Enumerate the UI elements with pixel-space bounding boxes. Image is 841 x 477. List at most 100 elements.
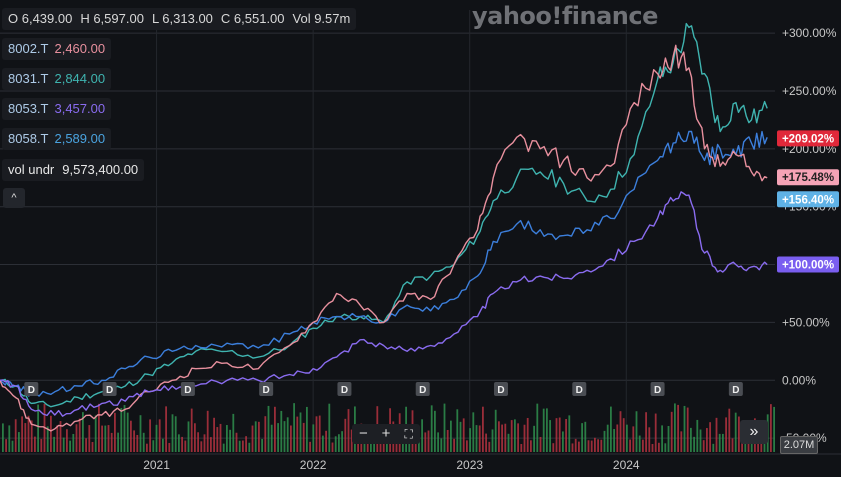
volume-bar (299, 412, 302, 452)
volume-bar (91, 441, 94, 452)
volume-bar (283, 421, 286, 452)
vol-undr-value: 9,573,400.00 (62, 162, 139, 177)
volume-bar (459, 421, 462, 452)
volume-bar (94, 415, 97, 452)
volume-bar (30, 420, 33, 452)
legend-item-8031[interactable]: 8031.T 2,844.00 (2, 68, 112, 90)
volume-bar (741, 443, 743, 452)
volume-bar (603, 430, 606, 452)
volume-bar (610, 406, 612, 452)
series-line-8002.T (0, 44, 768, 432)
volume-bar (226, 425, 228, 452)
volume-bar (478, 425, 481, 452)
volume-bar (82, 412, 84, 452)
volume-bar (571, 443, 574, 452)
volume-bar (357, 440, 359, 452)
last-value-badge: +156.40% (777, 191, 839, 208)
volume-bar (386, 438, 388, 452)
volume-bar (328, 403, 331, 452)
volume-bar (213, 417, 215, 452)
volume-bar (507, 433, 510, 452)
svg-text:D: D (341, 385, 348, 396)
volume-bar (194, 423, 196, 452)
fit-screen-button[interactable]: ⛶ (404, 427, 413, 441)
volume-bar (674, 403, 676, 452)
legend-item-8058[interactable]: 8058.T 2,589.00 (2, 128, 112, 150)
volume-bar (261, 438, 263, 452)
series-line-8053.T (0, 191, 768, 417)
x-tick-label: 2021 (143, 458, 170, 472)
zoom-in-button[interactable]: + (381, 425, 391, 442)
svg-text:D: D (654, 385, 661, 396)
vol-undr-label: vol undr (8, 162, 55, 177)
last-value-badges: +209.02% +175.48% +156.40% +100.00% (777, 130, 839, 273)
last-value-badge: +175.48% (777, 169, 839, 186)
volume-bar (8, 425, 11, 452)
volume-bar (747, 443, 750, 452)
legend-item-8053[interactable]: 8053.T 3,457.00 (2, 98, 112, 120)
chart-grid (0, 10, 775, 452)
volume-bar (722, 433, 724, 452)
volume-bar (101, 425, 103, 452)
dividend-marker: D (650, 382, 665, 396)
volume-bar (171, 414, 174, 452)
volume-bar (469, 428, 471, 452)
volume-bar (66, 429, 68, 452)
volume-bar (709, 422, 711, 452)
volume-bar (443, 403, 446, 452)
volume-bar (219, 423, 222, 452)
legend-symbol: 8002.T (8, 41, 49, 56)
volume-bar (178, 434, 180, 452)
volume-bar (85, 438, 87, 452)
volume-bar (338, 434, 340, 452)
volume-bar (210, 437, 212, 452)
volume-bar (21, 416, 23, 452)
zoom-out-button[interactable]: − (358, 425, 368, 442)
volume-bar (581, 423, 583, 452)
volume-bar (725, 417, 727, 452)
volume-bar (642, 439, 644, 452)
volume-bar (34, 436, 36, 452)
volume-bar (661, 425, 663, 452)
legend-symbol: 8031.T (8, 71, 49, 86)
volume-bar (562, 431, 564, 452)
volume-bar (123, 405, 126, 452)
y-tick-label: 0.00% (782, 373, 816, 387)
volume-bar (475, 425, 478, 452)
volume-bar (578, 441, 580, 452)
volume-bar (622, 418, 625, 452)
last-value-badge: +100.00% (777, 256, 839, 273)
volume-bar (24, 423, 27, 452)
volume-bar (75, 424, 78, 452)
volume-bar (242, 440, 244, 452)
volume-bar (251, 425, 254, 452)
volume-bar (277, 423, 279, 452)
x-axis: 2021 2022 2023 2024 (0, 453, 841, 472)
volume-bar (510, 420, 513, 452)
legend-item-vol-undr[interactable]: vol undr 9,573,400.00 (2, 159, 145, 181)
fast-forward-button[interactable]: » (740, 420, 768, 444)
volume-bar (504, 423, 507, 452)
svg-text:+156.40%: +156.40% (782, 194, 834, 206)
volume-bar (309, 441, 311, 452)
dividend-marker: D (572, 382, 587, 396)
legend-value: 2,589.00 (54, 131, 106, 146)
volume-bar (37, 404, 39, 452)
volume-bar (114, 412, 116, 452)
volume-bar (526, 417, 529, 452)
volume-bar (149, 419, 151, 452)
volume-bar (238, 440, 241, 452)
collapse-legend-button[interactable]: ^ (3, 188, 25, 208)
last-value-badge: +209.02% (777, 130, 839, 147)
svg-text:D: D (732, 385, 739, 396)
volume-bar (69, 440, 71, 452)
volume-bar (78, 418, 81, 452)
volume-bar (424, 432, 427, 452)
volume-bar (491, 429, 494, 452)
legend-symbol: 8053.T (8, 101, 49, 116)
legend-item-8002[interactable]: 8002.T 2,460.00 (2, 38, 112, 60)
volume-bar (312, 424, 315, 452)
volume-bar (738, 416, 740, 452)
x-tick-label: 2023 (456, 458, 483, 472)
